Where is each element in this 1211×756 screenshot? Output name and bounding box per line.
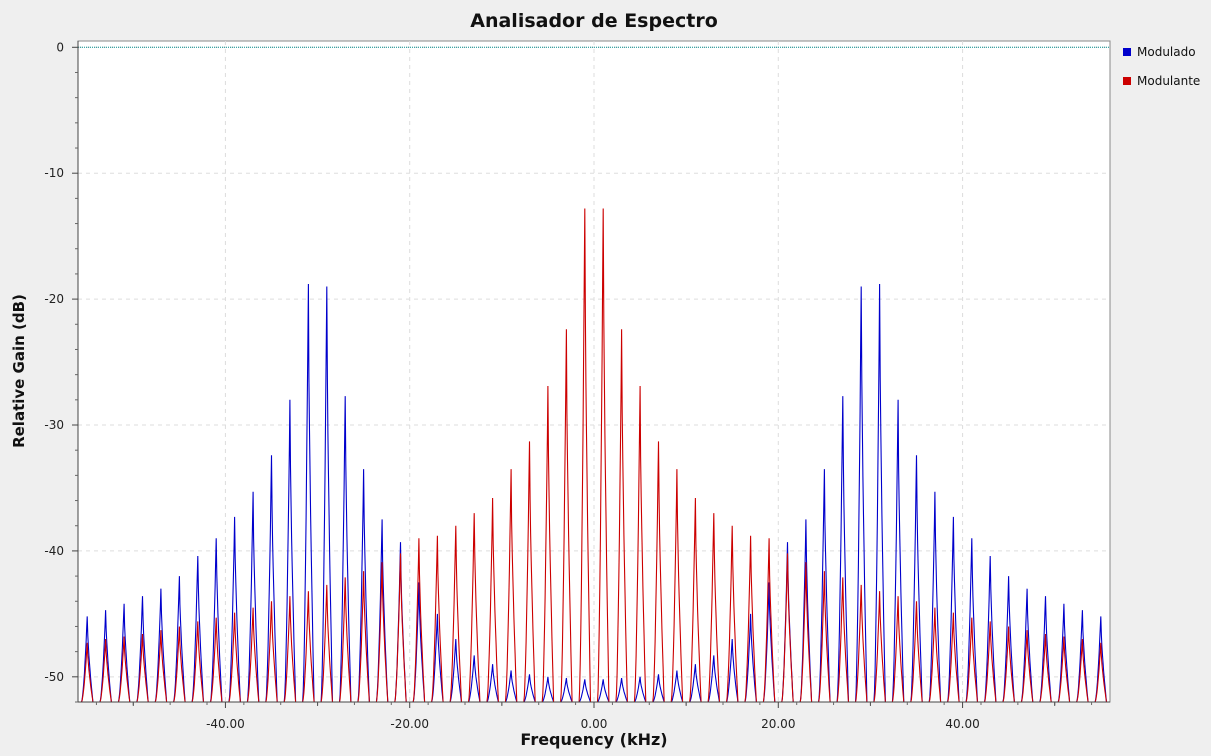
x-tick-label: 20.00 xyxy=(761,717,795,731)
y-axis-label: Relative Gain (dB) xyxy=(10,294,28,448)
x-tick-label: -20.00 xyxy=(390,717,429,731)
y-tick-label: -10 xyxy=(44,166,64,180)
legend-swatch-modulado xyxy=(1123,48,1131,56)
x-tick-label: 0.00 xyxy=(581,717,608,731)
x-tick-label: -40.00 xyxy=(206,717,245,731)
chart-title: Analisador de Espectro xyxy=(470,10,718,32)
y-tick-label: 0 xyxy=(56,40,64,54)
legend-label-modulado: Modulado xyxy=(1137,45,1196,59)
legend-item-modulado[interactable]: Modulado xyxy=(1123,44,1200,60)
legend-swatch-modulante xyxy=(1123,77,1131,85)
y-tick-label: -40 xyxy=(44,544,64,558)
y-tick-label: -50 xyxy=(44,670,64,684)
legend-item-modulante[interactable]: Modulante xyxy=(1123,73,1200,89)
axes: 0 -10 -20 -30 -40 -50 -40.00 -20.00 0.00 20.00 40.… xyxy=(44,40,1110,731)
x-tick-label: 40.00 xyxy=(945,717,979,731)
legend: Modulado Modulante xyxy=(1123,44,1200,102)
y-tick-label: -30 xyxy=(44,418,64,432)
y-tick-label: -20 xyxy=(44,292,64,306)
legend-label-modulante: Modulante xyxy=(1137,74,1201,88)
x-axis-label: Frequency (kHz) xyxy=(520,730,668,749)
